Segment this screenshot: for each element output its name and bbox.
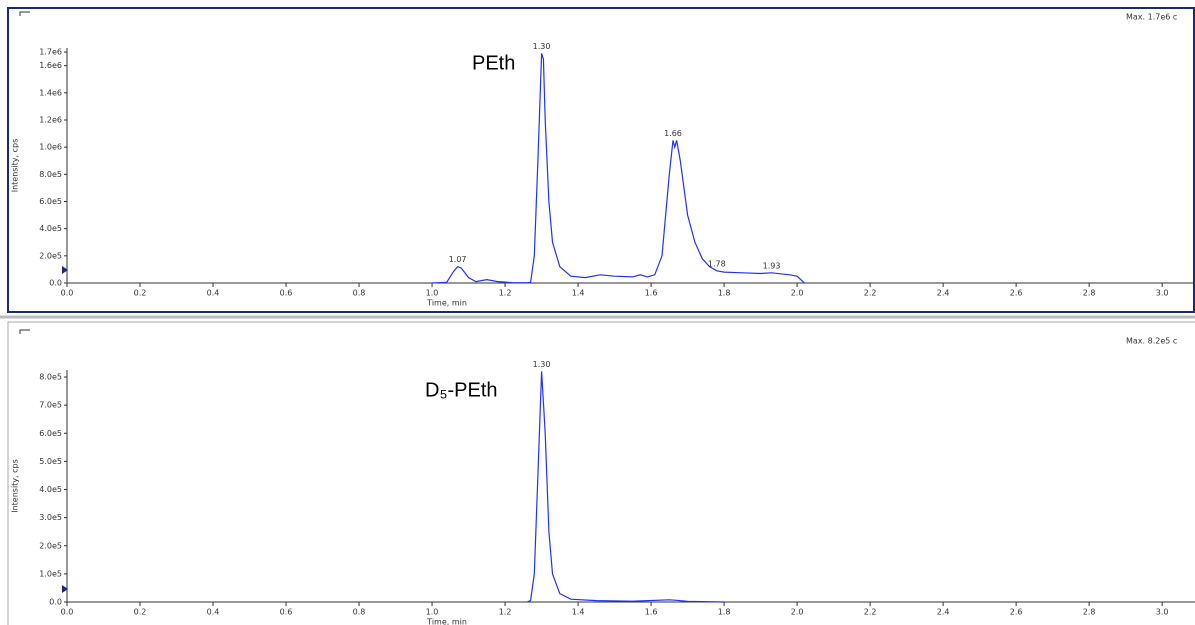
x-tick-label: 0.2 — [134, 608, 147, 617]
x-tick-label: 1.8 — [718, 289, 731, 298]
x-axis-label: Time, min — [426, 299, 467, 308]
y-tick-label: 1.6e6 — [39, 61, 62, 70]
x-axis-label: Time, min — [426, 618, 467, 625]
y-tick-label: 2.0e5 — [39, 541, 62, 550]
y-tick-label: 2.0e5 — [39, 251, 62, 260]
y-tick-label: 0.0 — [49, 279, 62, 288]
x-tick-label: 1.4 — [572, 289, 585, 298]
peak-label: 1.93 — [763, 261, 781, 270]
x-tick-label: 1.4 — [572, 608, 585, 617]
peak-label: 1.78 — [708, 259, 726, 268]
corner-marker — [19, 329, 30, 334]
x-tick-label: 2.0 — [791, 608, 804, 617]
x-tick-label: 1.6 — [645, 289, 658, 298]
x-tick-label: 2.6 — [1010, 289, 1023, 298]
y-tick-label: 4.0e5 — [39, 485, 62, 494]
y-tick-label: 6.0e5 — [39, 197, 62, 206]
x-tick-label: 3.0 — [1156, 608, 1169, 617]
panel-frame — [7, 321, 1195, 625]
x-tick-label: 0.6 — [280, 289, 293, 298]
y-tick-label: 4.0e5 — [39, 224, 62, 233]
y-tick-label: 6.0e5 — [39, 429, 62, 438]
annotation: D₅-PEth — [425, 379, 498, 401]
panel-frame — [7, 7, 1195, 313]
baseline-marker — [62, 585, 68, 593]
x-tick-label: 2.4 — [937, 608, 950, 617]
y-axis-label: Intensity, cps — [11, 459, 20, 513]
corner-marker — [19, 11, 30, 16]
y-tick-label: 1.4e6 — [39, 88, 62, 97]
x-tick-label: 0.0 — [61, 608, 74, 617]
x-tick-label: 2.4 — [937, 289, 950, 298]
annotation: PEth — [472, 52, 515, 74]
x-tick-label: 2.2 — [864, 608, 877, 617]
x-tick-label: 2.0 — [791, 289, 804, 298]
y-tick-label: 8.0e5 — [39, 373, 62, 382]
y-tick-label: 1.0e5 — [39, 569, 62, 578]
x-tick-label: 0.8 — [353, 289, 366, 298]
max-label: Max. 1.7e6 c — [1126, 13, 1177, 22]
max-label: Max. 8.2e5 c — [1126, 337, 1177, 346]
y-tick-label: 7.0e5 — [39, 401, 62, 410]
x-tick-label: 1.2 — [499, 608, 512, 617]
x-tick-label: 2.8 — [1083, 608, 1096, 617]
y-tick-label: 1.0e6 — [39, 143, 62, 152]
x-tick-label: 0.4 — [207, 289, 220, 298]
y-tick-label: 0.0 — [49, 598, 62, 607]
peak-label: 1.30 — [533, 360, 551, 369]
y-tick-label: 5.0e5 — [39, 457, 62, 466]
x-tick-label: 0.6 — [280, 608, 293, 617]
x-tick-label: 0.0 — [61, 289, 74, 298]
baseline-marker — [62, 266, 68, 274]
x-tick-label: 0.4 — [207, 608, 220, 617]
x-tick-label: 1.2 — [499, 289, 512, 298]
x-tick-label: 1.6 — [645, 608, 658, 617]
y-tick-label: 1.7e6 — [39, 48, 62, 57]
y-tick-label: 8.0e5 — [39, 170, 62, 179]
x-tick-label: 2.6 — [1010, 608, 1023, 617]
x-tick-label: 0.8 — [353, 608, 366, 617]
peak-label: 1.07 — [449, 255, 467, 264]
trace-line — [526, 371, 725, 603]
x-tick-label: 1.0 — [426, 608, 439, 617]
x-tick-label: 2.8 — [1083, 289, 1096, 298]
x-tick-label: 3.0 — [1156, 289, 1169, 298]
y-tick-label: 1.2e6 — [39, 115, 62, 124]
trace-line — [431, 53, 805, 284]
peak-label: 1.30 — [533, 42, 551, 51]
x-tick-label: 1.0 — [426, 289, 439, 298]
peak-label: 1.66 — [664, 129, 682, 138]
x-tick-label: 1.8 — [718, 608, 731, 617]
x-tick-label: 2.2 — [864, 289, 877, 298]
y-tick-label: 3.0e5 — [39, 513, 62, 522]
y-axis-label: Intensity, cps — [11, 139, 20, 193]
x-tick-label: 0.2 — [134, 289, 147, 298]
